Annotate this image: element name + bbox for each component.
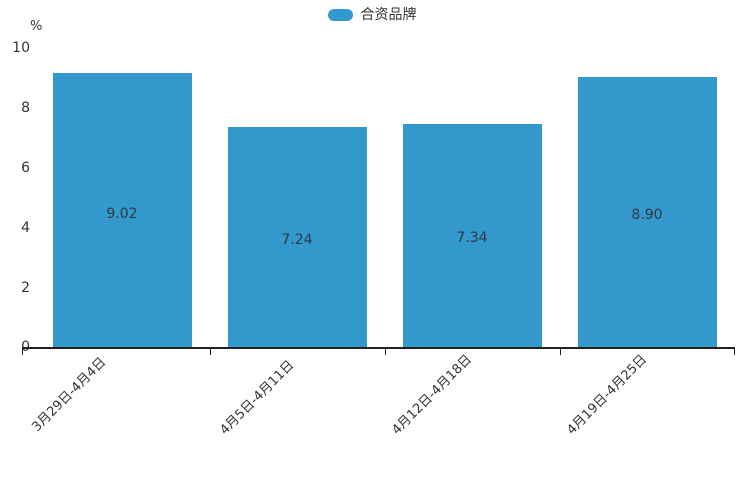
- bar-series-0-category-1[interactable]: [228, 127, 367, 347]
- bar-series-0-category-2[interactable]: [403, 124, 542, 347]
- x-axis-tick: [734, 347, 735, 355]
- x-axis-tick: [560, 347, 561, 355]
- y-tick-label: 4: [21, 220, 30, 236]
- y-axis-tick-labels: 10 8 6 4 2 0: [0, 0, 30, 496]
- y-axis-unit-label: %: [30, 19, 43, 34]
- chart-legend: 合资品牌: [0, 8, 744, 22]
- bar-value-label: 8.90: [631, 207, 663, 223]
- x-tick-label: 4月5日-4月11日: [217, 357, 298, 438]
- x-axis-line: [22, 347, 735, 349]
- legend-swatch-icon: [327, 9, 353, 21]
- bar-series-0-category-0[interactable]: [53, 73, 192, 347]
- bar-value-label: 7.34: [456, 230, 488, 246]
- y-tick-label: 2: [21, 280, 30, 296]
- y-tick-label: 8: [21, 100, 30, 116]
- x-tick-label: 3月29日-4月4日: [29, 354, 110, 435]
- x-axis-tick: [385, 347, 386, 355]
- bar-value-label: 7.24: [281, 232, 313, 248]
- y-tick-label: 10: [12, 40, 30, 56]
- legend-item-label: 合资品牌: [360, 7, 417, 23]
- x-axis-tick: [210, 347, 211, 355]
- x-tick-label: 4月19日-4月25日: [564, 352, 651, 438]
- bar-value-label: 9.02: [106, 206, 138, 222]
- bar-series-0-category-3[interactable]: [578, 77, 717, 347]
- x-tick-label: 4月12日-4月18日: [389, 352, 476, 438]
- legend-item-joint-venture-brand[interactable]: 合资品牌: [327, 7, 417, 23]
- y-tick-label: 6: [21, 160, 30, 176]
- x-axis-tick: [22, 347, 23, 355]
